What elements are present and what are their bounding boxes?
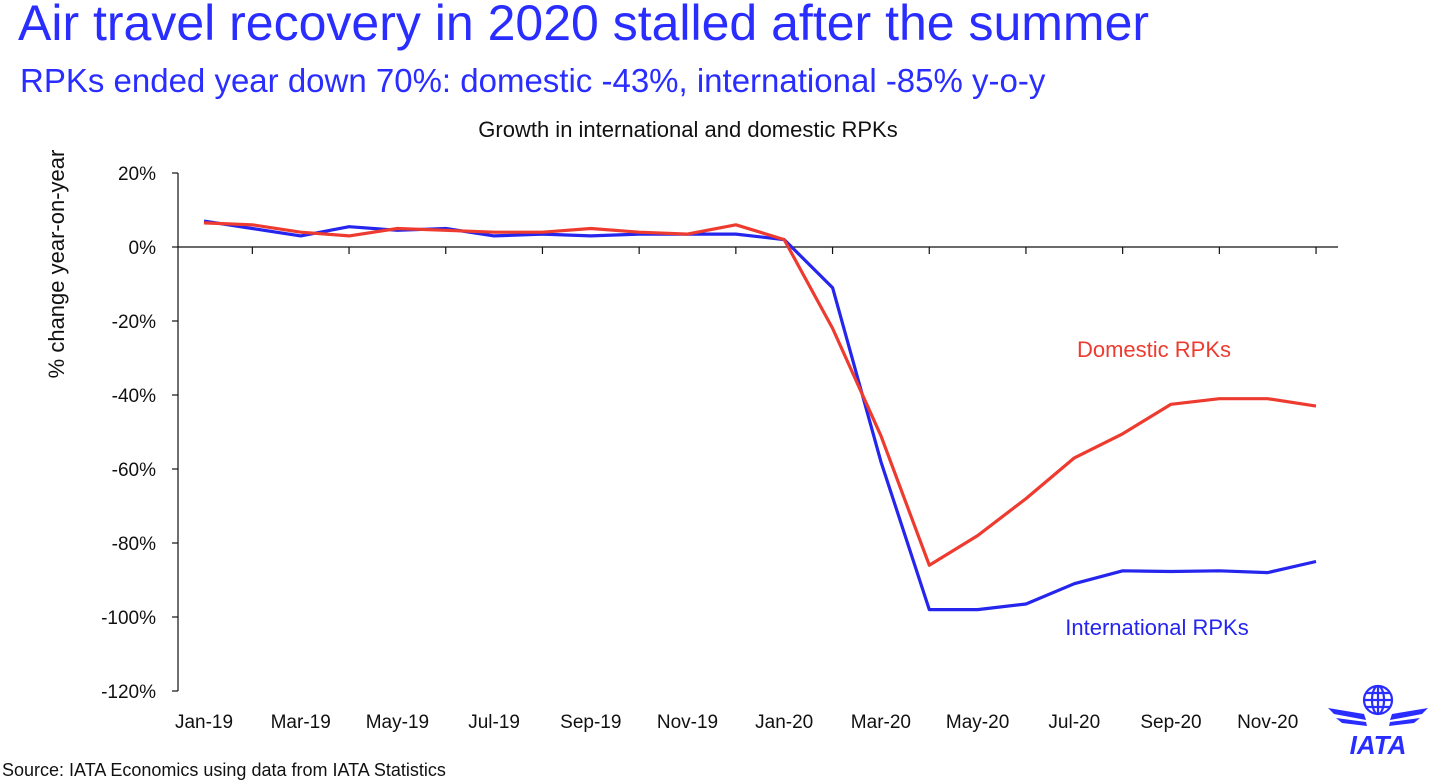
x-tick-label: Nov-20: [1237, 712, 1298, 733]
y-tick-label: -100%: [101, 608, 156, 629]
wings-icon: [1328, 708, 1428, 726]
x-tick-label: May-19: [366, 712, 429, 733]
axes: [172, 172, 1338, 692]
y-tick-labels: 20% 0% -20% -40% -60% -80% -100% -120%: [101, 164, 156, 703]
x-tick-label: Jan-20: [755, 712, 813, 733]
x-tick-label: Jul-20: [1048, 712, 1100, 733]
y-tick-label: -120%: [101, 682, 156, 703]
chart-title: Growth in international and domestic RPK…: [478, 117, 898, 142]
series-annotations: Domestic RPKs International RPKs: [1065, 337, 1248, 640]
series-line-domestic-rpks: [203, 221, 1317, 567]
x-tick-label: May-20: [946, 712, 1009, 733]
y-tick-label: -40%: [112, 386, 156, 407]
iata-logo: IATA: [1328, 684, 1428, 760]
logo-wordmark: IATA: [1350, 730, 1407, 760]
x-tick-label: Sep-19: [560, 712, 621, 733]
subheadline: RPKs ended year down 70%: domestic -43%,…: [20, 62, 1046, 99]
x-tick-label: Jul-19: [468, 712, 520, 733]
globe-icon: [1362, 684, 1394, 716]
headline: Air travel recovery in 2020 stalled afte…: [18, 0, 1150, 51]
y-tick-label: -60%: [112, 460, 156, 481]
x-tick-label: Sep-20: [1140, 712, 1201, 733]
y-tick-label: -20%: [112, 312, 156, 333]
x-tick-label: Jan-19: [175, 712, 233, 733]
x-tick-label: Nov-19: [657, 712, 718, 733]
x-tick-labels: Jan-19 Mar-19 May-19 Jul-19 Sep-19 Nov-19 Jan-…: [175, 712, 1298, 733]
y-tick-label: -80%: [112, 534, 156, 555]
x-tick-label: Mar-19: [271, 712, 331, 733]
annotation-international-rpks: International RPKs: [1065, 615, 1248, 640]
y-tick-label: 0%: [129, 238, 157, 259]
source-note: Source: IATA Economics using data from I…: [2, 760, 446, 780]
x-tick-label: Mar-20: [851, 712, 911, 733]
annotation-domestic-rpks: Domestic RPKs: [1077, 337, 1231, 362]
series-lines: [203, 219, 1317, 612]
y-tick-label: 20%: [118, 164, 156, 185]
series-line-international-rpks: [203, 219, 1317, 612]
